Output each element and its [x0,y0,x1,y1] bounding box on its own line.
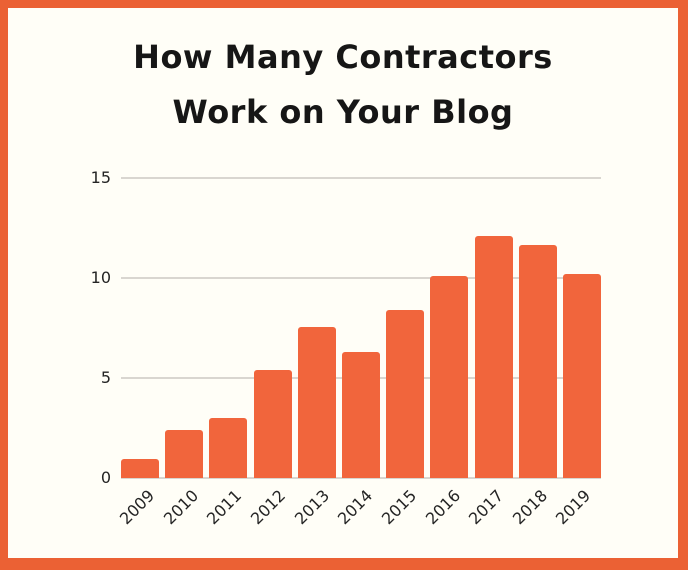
y-tick-label-10: 10 [90,268,111,287]
gridline-15 [121,177,601,179]
x-tick-label-2015: 2015 [377,486,421,529]
x-tick-label-2010: 2010 [159,486,202,529]
bar-2012 [253,370,292,478]
chart-title: How Many Contractors Work on Your Blog [8,30,678,140]
bar-2013 [297,327,336,478]
x-tick-label-2013: 2013 [290,486,333,529]
x-axis-labels: 2009 2010 2011 2012 2013 2014 2015 2016 2017 2018… [116,486,601,556]
x-tick-label-2017: 2017 [465,486,508,529]
x-tick-label-2016: 2016 [421,486,464,529]
bar-2016 [430,276,469,478]
x-tick-label-2009: 2009 [116,486,159,529]
bar-2015 [386,310,425,478]
x-tick-label-2012: 2012 [246,486,290,529]
bar-2014 [341,352,380,478]
y-tick-label-5: 5 [100,368,111,387]
bar-series [121,178,601,478]
bar-2011 [209,418,248,478]
x-tick-label-2018: 2018 [508,486,551,529]
x-tick-label-2014: 2014 [334,486,377,529]
x-tick-label-2019: 2019 [552,486,595,529]
chart-title-line2: Work on Your Blog [172,93,514,131]
bar-2019 [562,274,601,478]
y-tick-label-0: 0 [100,468,111,487]
bar-2017 [474,236,513,478]
gridline-0 [121,477,601,479]
bar-2010 [165,430,204,478]
x-tick-label-2011: 2011 [203,486,246,529]
chart-stage: How Many Contractors Work on Your Blog 0… [8,8,678,558]
bar-2009 [121,459,159,478]
y-tick-label-15: 15 [90,168,111,187]
bar-2018 [518,245,557,478]
gridline-10 [121,277,601,279]
chart-title-line1: How Many Contractors [133,38,553,76]
